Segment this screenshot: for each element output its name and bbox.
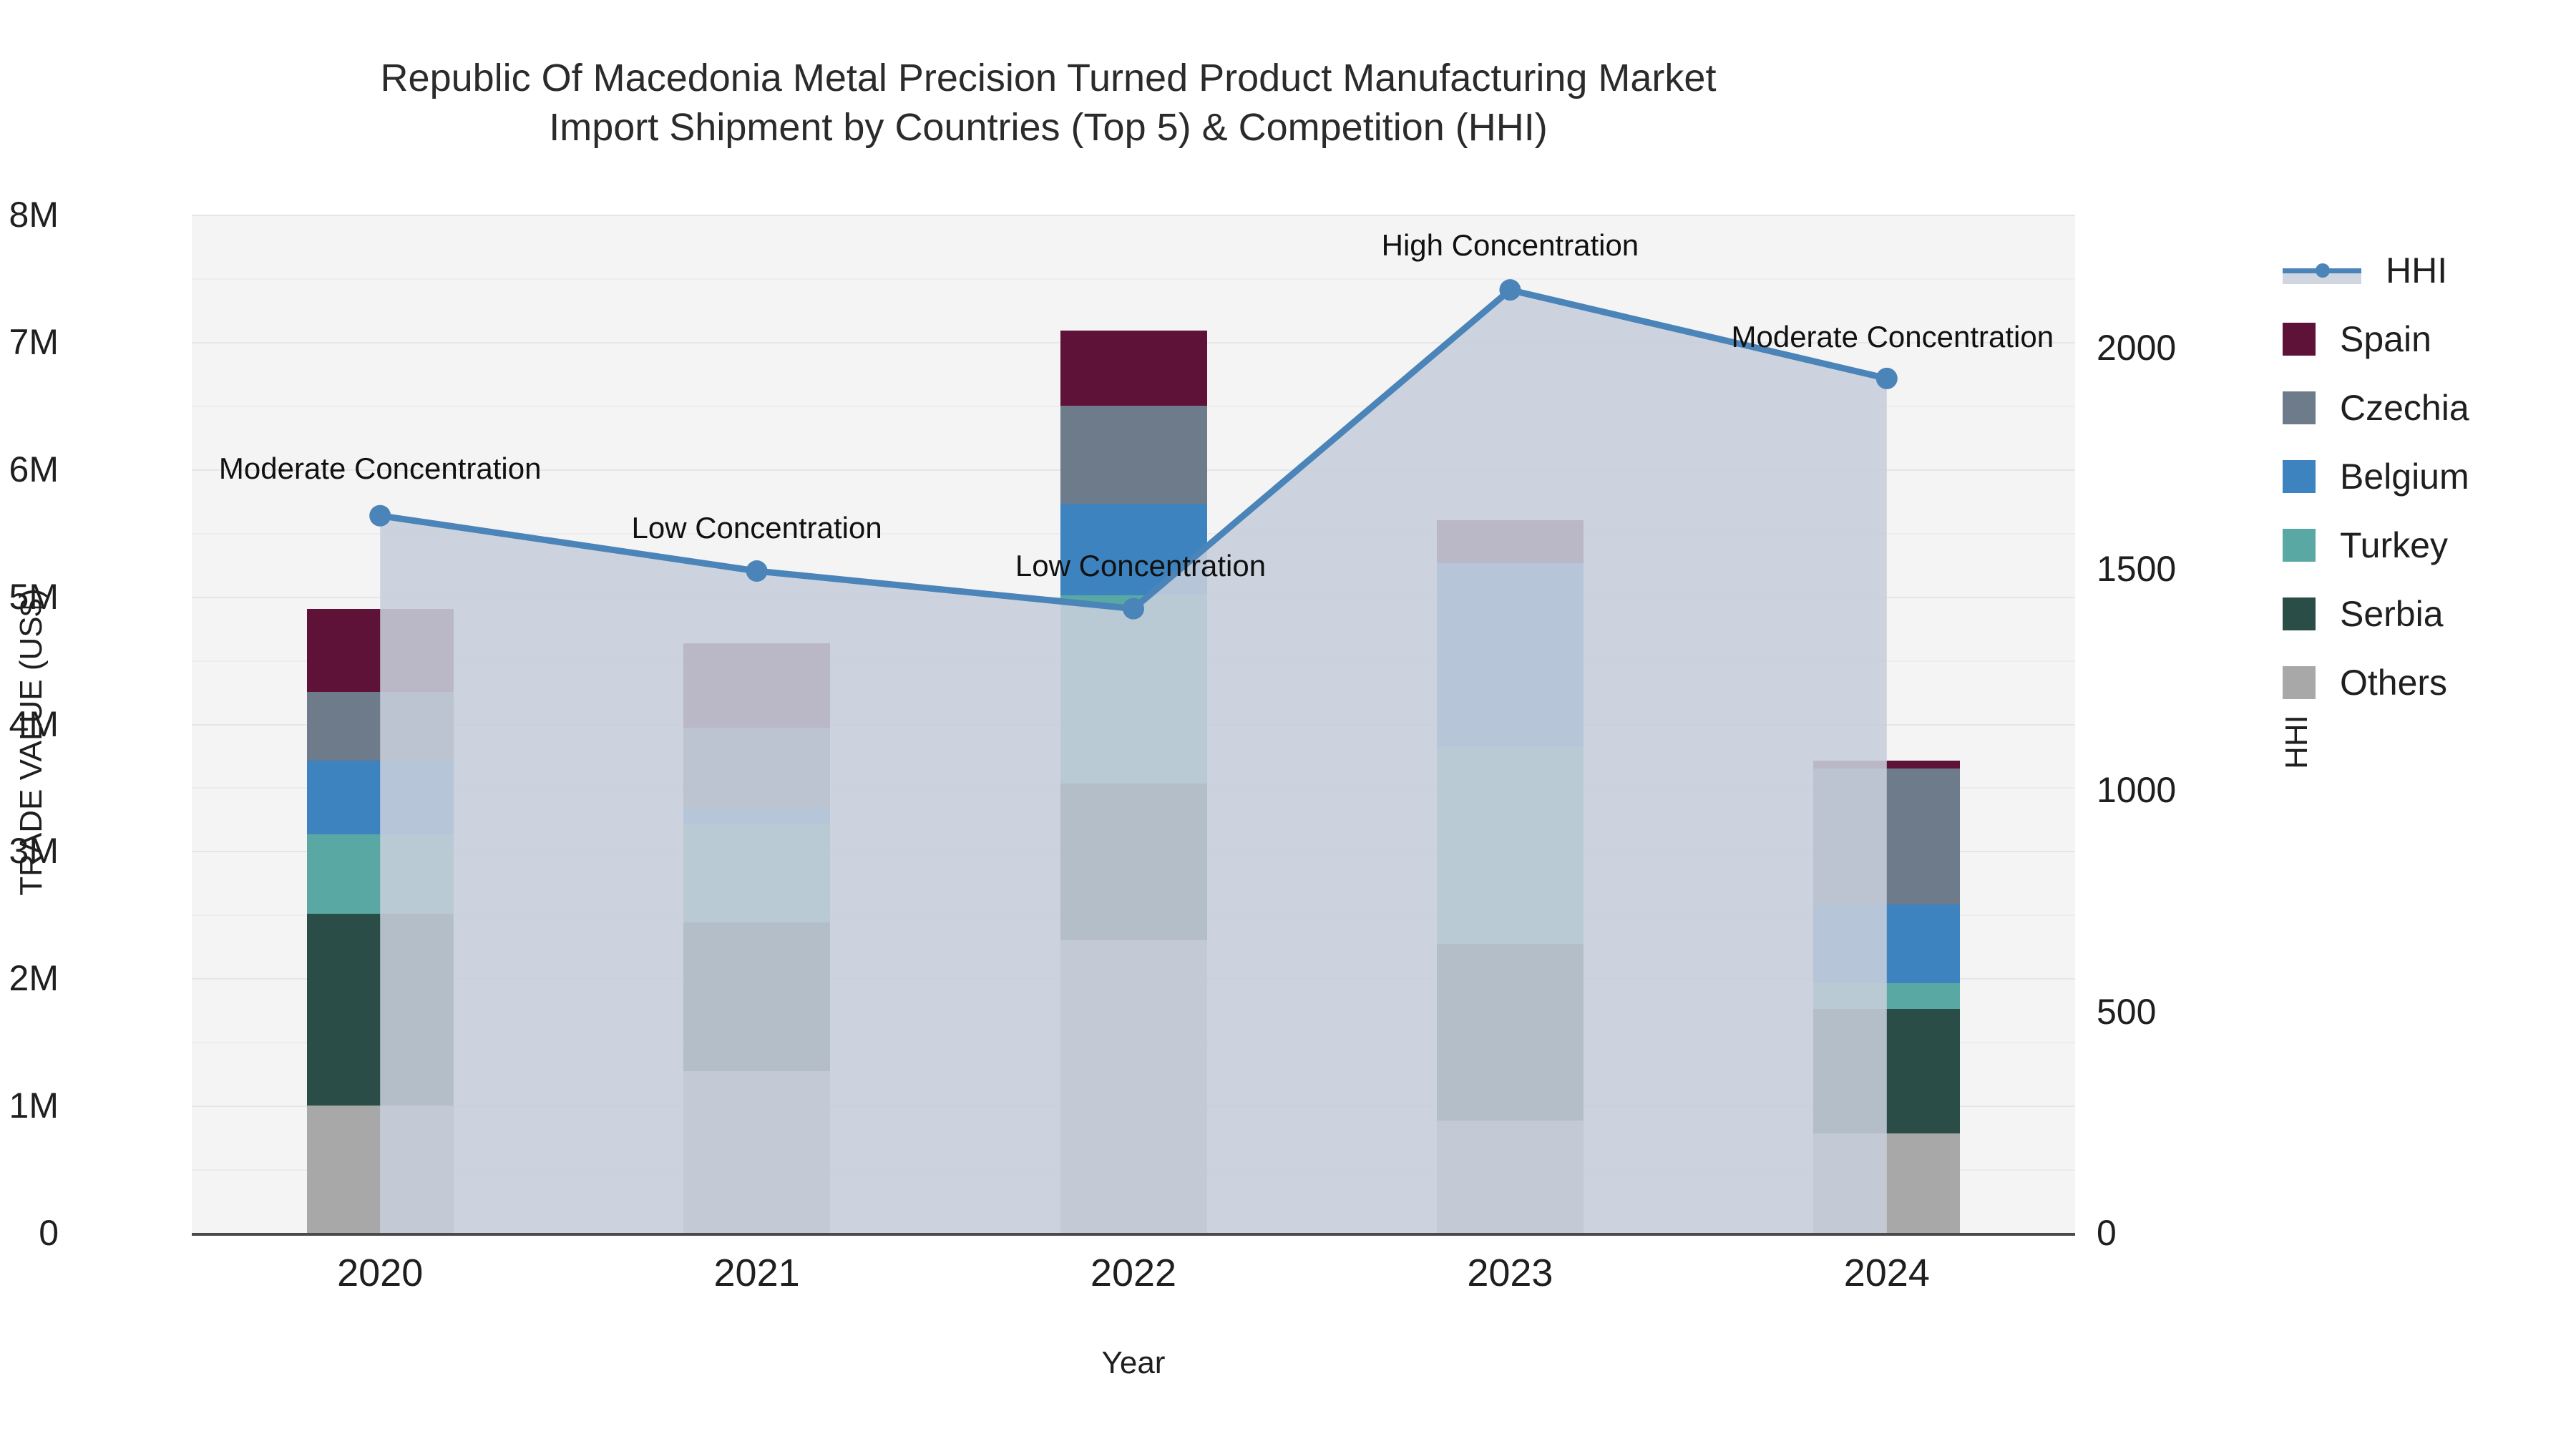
bar-segment-turkey[interactable] [1436, 746, 1584, 945]
chart-title-line-1: Republic Of Macedonia Metal Precision Tu… [380, 57, 1717, 99]
y-axis-left-tick: 5M [9, 576, 59, 617]
y-axis-left-tick: 6M [9, 449, 59, 489]
bar-segment-belgium[interactable] [683, 807, 831, 825]
bar-segment-spain[interactable] [306, 609, 454, 693]
bar-segment-belgium[interactable] [306, 761, 454, 835]
bar-segment-others[interactable] [306, 1106, 454, 1233]
legend-label: Serbia [2340, 594, 2444, 634]
bar-segment-others[interactable] [683, 1071, 831, 1233]
y-axis-right-tick: 1000 [2097, 770, 2177, 811]
y-axis-left-label: TRADE VALUE (US$) [14, 588, 49, 896]
legend-item-belgium[interactable]: Belgium [2283, 442, 2569, 511]
legend-swatch [2283, 597, 2316, 630]
y-axis-left-tick: 1M [9, 1085, 59, 1126]
gridline [192, 215, 2075, 216]
legend-item-others[interactable]: Others [2283, 648, 2569, 717]
x-axis-tick: 2022 [1090, 1252, 1177, 1294]
hhi-marker[interactable] [1499, 279, 1521, 301]
bar-segment-belgium[interactable] [1813, 904, 1961, 984]
plot-area [192, 215, 2075, 1233]
bar-segment-spain[interactable] [683, 643, 831, 728]
legend-swatch [2283, 460, 2316, 493]
y-axis-right-tick: 500 [2097, 991, 2157, 1032]
y-axis-right-tick: 2000 [2097, 327, 2177, 368]
bar-segment-czechia[interactable] [1813, 768, 1961, 905]
bar-segment-others[interactable] [1813, 1133, 1961, 1233]
bar-segment-czechia[interactable] [306, 692, 454, 761]
y-axis-left-tick: 7M [9, 321, 59, 362]
bar-segment-turkey[interactable] [1060, 595, 1207, 784]
hhi-annotation: Moderate Concentration [1731, 319, 2054, 353]
y-axis-right-tick: 1500 [2097, 548, 2177, 589]
legend-line-dot [2316, 263, 2330, 278]
chart-title: Republic Of Macedonia Metal Precision Tu… [0, 54, 2097, 152]
legend-line-marker [2283, 254, 2361, 287]
x-axis-tick: 2023 [1467, 1252, 1553, 1294]
legend-label: Turkey [2340, 525, 2448, 565]
legend-area-fill [2283, 273, 2361, 284]
y-axis-left-tick: 2M [9, 958, 59, 999]
legend-swatch [2283, 391, 2316, 424]
legend-swatch [2283, 529, 2316, 562]
bar-segment-spain[interactable] [1436, 519, 1584, 564]
x-axis-tick: 2024 [1843, 1252, 1930, 1294]
bar-stack[interactable] [306, 609, 454, 1233]
bar-stack[interactable] [683, 643, 831, 1233]
legend: HHI Spain Czechia Belgium Turkey Serbia Others [2283, 236, 2569, 717]
legend-swatch [2283, 666, 2316, 699]
hhi-marker[interactable] [1875, 367, 1898, 389]
legend-item-serbia[interactable]: Serbia [2283, 580, 2569, 648]
bar-segment-czechia[interactable] [683, 727, 831, 808]
bar-segment-spain[interactable] [1813, 761, 1961, 769]
bar-segment-others[interactable] [1436, 1121, 1584, 1233]
hhi-marker[interactable] [369, 504, 391, 527]
x-axis-tick: 2021 [713, 1252, 800, 1294]
bar-segment-turkey[interactable] [683, 824, 831, 922]
legend-swatch [2283, 323, 2316, 356]
legend-label: Belgium [2340, 457, 2469, 497]
bar-segment-serbia[interactable] [1060, 784, 1207, 940]
hhi-marker[interactable] [746, 560, 768, 582]
bar-segment-serbia[interactable] [1436, 944, 1584, 1121]
hhi-annotation: Low Concentration [631, 511, 882, 545]
bar-segment-czechia[interactable] [1060, 405, 1207, 504]
y-axis-left-tick: 3M [9, 831, 59, 872]
hhi-annotation: Moderate Concentration [218, 451, 542, 485]
x-axis-line [192, 1233, 2075, 1236]
bar-segment-spain[interactable] [1060, 330, 1207, 406]
hhi-annotation: High Concentration [1381, 228, 1639, 263]
y-axis-right-tick: 0 [2097, 1213, 2117, 1253]
bar-stack[interactable] [1813, 761, 1961, 1233]
chart-title-line-2: Import Shipment by Countries (Top 5) & C… [549, 106, 1548, 150]
bar-segment-turkey[interactable] [306, 834, 454, 914]
y-axis-left-tick: 8M [9, 195, 59, 235]
legend-label: HHI [2386, 250, 2448, 291]
legend-item-hhi[interactable]: HHI [2283, 236, 2569, 305]
bar-segment-serbia[interactable] [683, 922, 831, 1072]
bar-segment-serbia[interactable] [306, 913, 454, 1106]
x-axis-tick: 2020 [337, 1252, 424, 1294]
y-axis-left-tick: 4M [9, 703, 59, 744]
gridline [192, 278, 2075, 280]
bar-stack[interactable] [1436, 519, 1584, 1233]
bar-segment-serbia[interactable] [1813, 1008, 1961, 1134]
bar-stack[interactable] [1060, 330, 1207, 1233]
legend-label: Spain [2340, 319, 2431, 359]
legend-label: Others [2340, 663, 2448, 703]
bar-segment-others[interactable] [1060, 940, 1207, 1233]
bar-segment-turkey[interactable] [1813, 983, 1961, 1009]
x-axis-label: Year [1101, 1345, 1166, 1380]
legend-item-spain[interactable]: Spain [2283, 305, 2569, 374]
hhi-annotation: Low Concentration [1015, 548, 1267, 582]
bar-segment-belgium[interactable] [1436, 563, 1584, 747]
legend-label: Czechia [2340, 388, 2469, 428]
legend-item-turkey[interactable]: Turkey [2283, 511, 2569, 580]
legend-item-czechia[interactable]: Czechia [2283, 374, 2569, 442]
y-axis-left-tick: 0 [39, 1213, 59, 1253]
